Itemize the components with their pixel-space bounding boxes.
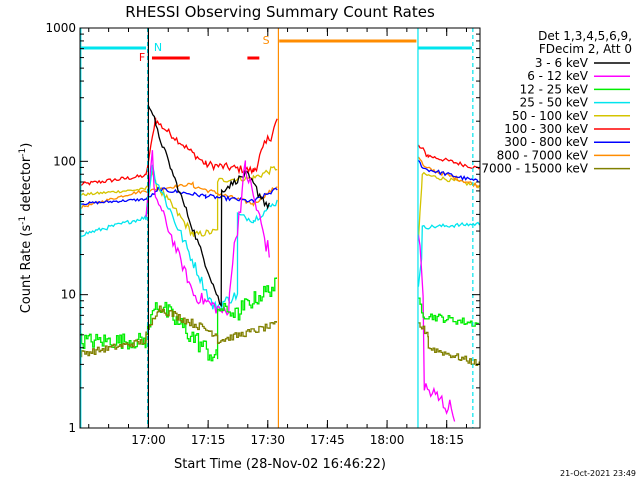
- y-tick-label: 1000: [45, 21, 76, 35]
- y-tick-label: 1: [68, 421, 76, 435]
- y-axis-label-part: Count Rate (s: [19, 225, 34, 314]
- chart-title: RHESSI Observing Summary Count Rates: [125, 3, 435, 21]
- legend-label: 50 - 100 keV: [512, 109, 589, 123]
- series-line-100-300kev: [79, 117, 480, 186]
- legend-header-line: Det 1,3,4,5,6,9,: [538, 29, 632, 43]
- legend-label: 25 - 50 keV: [520, 96, 589, 110]
- legend-header-line: FDecim 2, Att 0: [539, 42, 632, 56]
- series-line-50-100kev: [79, 165, 481, 241]
- series-line-6-12kev: [145, 150, 456, 422]
- series-line-12-25kev: [80, 277, 480, 362]
- x-tick-label: 17:30: [250, 433, 285, 447]
- y-tick-label: 100: [53, 154, 76, 168]
- legend-label: 6 - 12 keV: [527, 69, 589, 83]
- y-axis-label: Count Rate (s-1 detector-1): [18, 143, 34, 314]
- legend-label: 300 - 800 keV: [504, 135, 588, 149]
- flag-label-S: S: [263, 34, 270, 47]
- series-line-25-50kev: [79, 164, 481, 313]
- y-axis-label-superscript: -1: [18, 216, 28, 225]
- y-tick-label: 10: [61, 288, 76, 302]
- x-tick-label: 18:00: [370, 433, 405, 447]
- legend-label: 7000 - 15000 keV: [481, 162, 588, 176]
- flag-label-F: F: [139, 51, 145, 64]
- legend-label: 100 - 300 keV: [504, 122, 588, 136]
- plot-area: NF S 17:00 17:15 17:30 17:45 18:00 18:15 1 10 10…: [45, 21, 481, 447]
- y-axis-label-part: ): [19, 143, 34, 148]
- plot-frame: [79, 27, 481, 429]
- legend-label: 800 - 7000 keV: [497, 148, 589, 162]
- x-tick-label: 18:15: [429, 433, 464, 447]
- legend: Det 1,3,4,5,6,9, FDecim 2, Att 0 3 - 6 k…: [481, 29, 632, 176]
- series-line-300-800kev: [79, 159, 479, 206]
- y-axis-label-superscript: -1: [18, 148, 28, 157]
- x-tick-label: 17:00: [131, 433, 166, 447]
- series-line-7000-15000kev: [80, 305, 480, 366]
- series-line-3-6kev: [147, 104, 270, 308]
- series-line-800-7000kev: [79, 156, 479, 210]
- x-tick-label: 17:15: [191, 433, 226, 447]
- x-tick-label: 17:45: [310, 433, 345, 447]
- y-axis-label-part: detector: [19, 156, 34, 216]
- x-axis-label: Start Time (28-Nov-02 16:46:22): [174, 457, 386, 472]
- legend-label: 3 - 6 keV: [535, 56, 589, 70]
- flag-label-N: N: [154, 41, 162, 54]
- legend-label: 12 - 25 keV: [520, 82, 589, 96]
- footer-timestamp: 21-Oct-2021 23:49: [560, 469, 636, 478]
